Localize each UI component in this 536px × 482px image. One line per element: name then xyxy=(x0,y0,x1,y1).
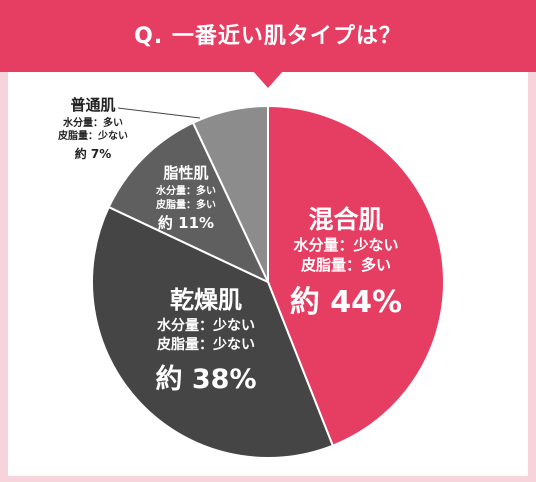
question-title: Q. 一番近い肌タイプは？ xyxy=(134,24,402,49)
slice-desc2-dry: 皮脂量：少ない xyxy=(156,336,255,353)
slice-name-oily: 脂性肌 xyxy=(163,164,208,182)
pie-slice-mixed xyxy=(267,104,445,447)
pie-slice-normal xyxy=(191,104,269,283)
slice-value-oily: 約 11% xyxy=(158,214,214,232)
slice-name-mixed: 混合肌 xyxy=(308,205,383,234)
slice-desc1-oily: 水分量：多い xyxy=(155,184,216,197)
pie-slice-oily xyxy=(107,121,271,285)
mixed-label: 混合肌 水分量：少ない 皮脂量：多い 約 44% xyxy=(290,205,402,320)
normal-leader-line xyxy=(117,107,201,119)
slice-desc1-dry: 水分量：少ない xyxy=(157,317,255,334)
oily-label: 脂性肌 水分量：多い 皮脂量：多い 約 11% xyxy=(155,164,216,232)
slice-desc2-mixed: 皮脂量：多い xyxy=(301,256,391,274)
slice-desc1-normal: 水分量：多い xyxy=(62,116,123,129)
slice-value-normal: 約 7% xyxy=(75,146,112,161)
normal-label: 普通肌 水分量：多い 皮脂量：少ない 約 7% xyxy=(57,96,128,161)
slice-name-dry: 乾燥肌 xyxy=(170,286,242,314)
slice-value-mixed: 約 44% xyxy=(290,285,402,320)
banner-pointer xyxy=(252,70,284,88)
dry-label: 乾燥肌 水分量：少ない 皮脂量：少ない 約 38% xyxy=(155,286,256,395)
slice-name-normal: 普通肌 xyxy=(70,96,115,114)
pie-slice-dry xyxy=(91,205,335,459)
slice-desc2-normal: 皮脂量：少ない xyxy=(57,129,128,142)
question-banner: Q. 一番近い肌タイプは？ xyxy=(0,0,536,72)
slice-desc1-mixed: 水分量：少ない xyxy=(293,236,398,254)
slice-value-dry: 約 38% xyxy=(155,363,256,395)
slice-desc2-oily: 皮脂量：多い xyxy=(155,198,216,211)
